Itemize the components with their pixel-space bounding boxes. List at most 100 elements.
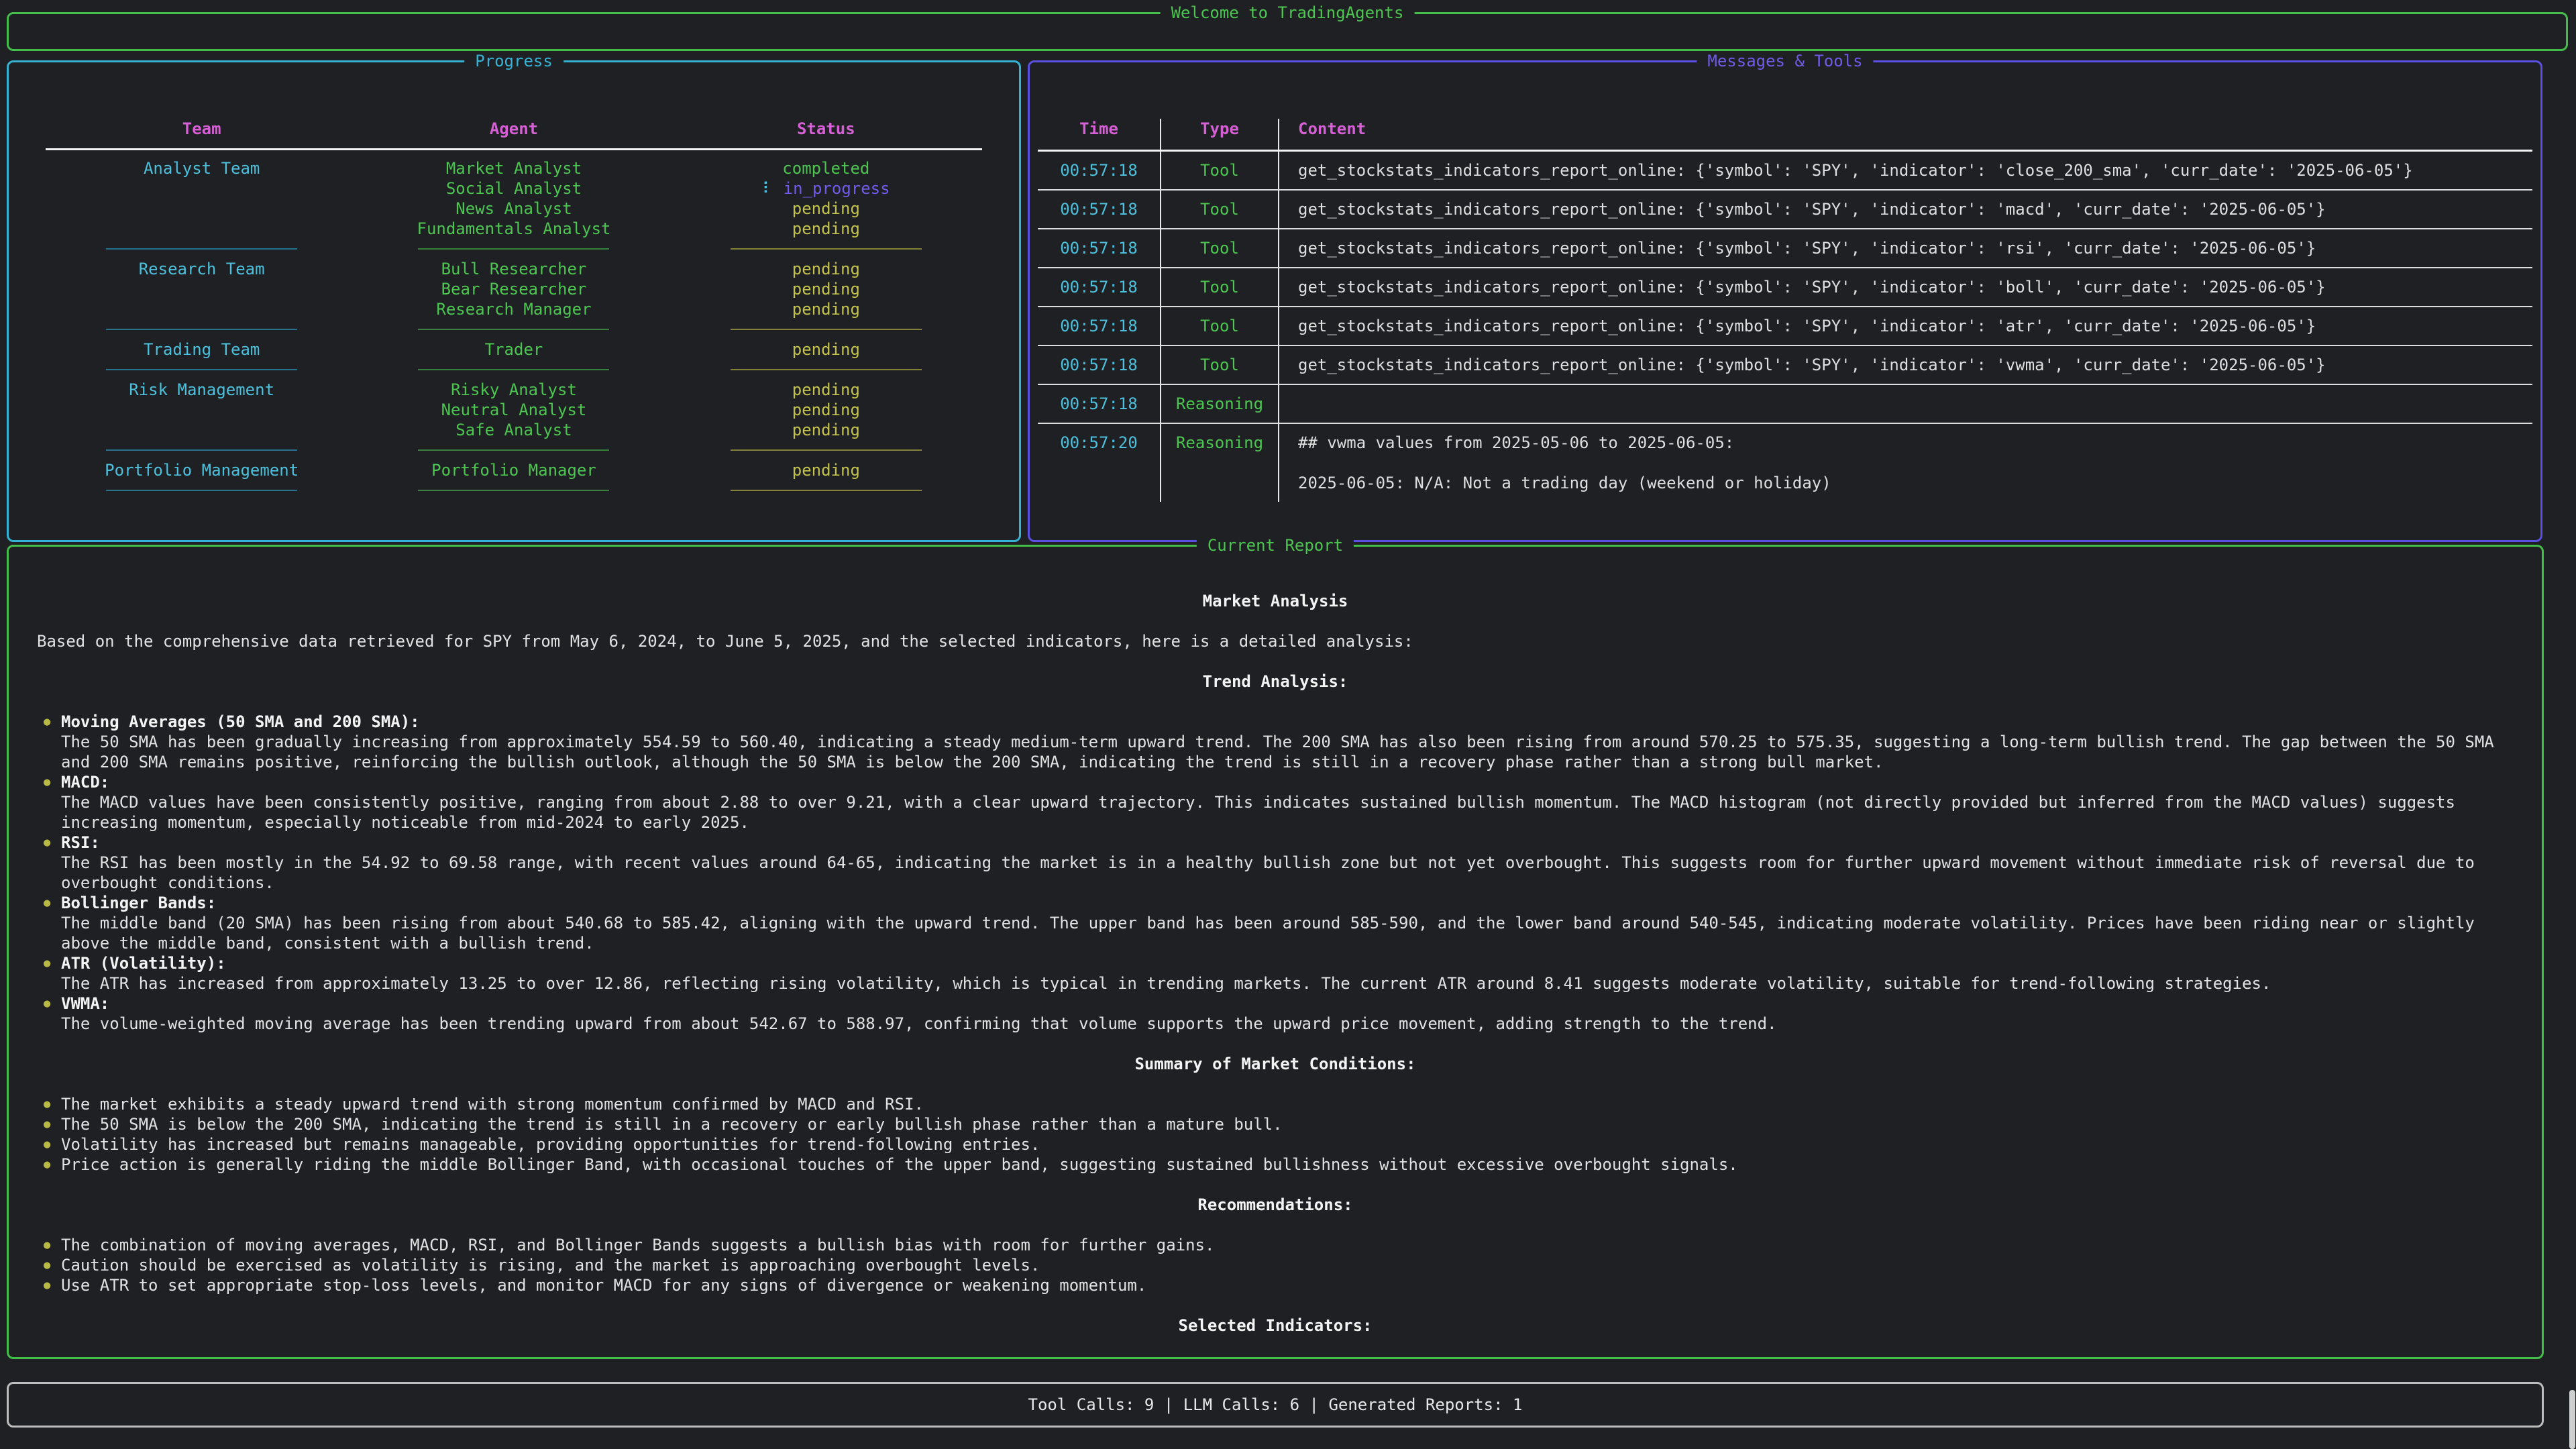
message-type: Tool <box>1160 191 1279 228</box>
messages-table: Time Type Content 00:57:18 Tool get_stoc… <box>1030 62 2540 502</box>
report-bullet: ● Moving Averages (50 SMA and 200 SMA): … <box>37 712 2514 772</box>
progress-rows: Analyst Team Market Analyst ⠇ completed <box>46 158 982 500</box>
messages-tools-panel: Messages & Tools Time Type Content 00:57… <box>1028 51 2542 542</box>
stats-text: Tool Calls: 9 | LLM Calls: 6 | Generated… <box>1028 1395 1523 1414</box>
header-rule <box>46 148 982 150</box>
progress-row: ⠇ <box>46 480 982 500</box>
status-text: pending <box>792 219 860 238</box>
status-text: pending <box>792 260 860 278</box>
bullet-icon: ● <box>44 715 51 729</box>
section-divider <box>46 360 982 380</box>
team-name <box>46 400 358 420</box>
status-text: pending <box>792 421 860 439</box>
bullet-label: VWMA: <box>61 994 110 1013</box>
agent-status: ⠇ pending <box>670 259 982 279</box>
agent-status: ⠇ pending <box>670 460 982 480</box>
messages-tools-title: Messages & Tools <box>1697 51 1874 71</box>
status-divider-line <box>730 248 922 250</box>
bullet-icon: ● <box>44 1258 51 1272</box>
message-type: Tool <box>1160 268 1279 306</box>
team-name: Research Team <box>138 260 265 278</box>
progress-row: Safe Analyst ⠇ pending <box>46 420 982 440</box>
message-type: Tool <box>1160 346 1279 384</box>
column-header-team: Team <box>182 119 221 138</box>
agent-name: Portfolio Manager <box>431 461 596 480</box>
status-text: pending <box>792 300 860 319</box>
message-type: Tool <box>1160 152 1279 189</box>
status-divider-line <box>730 369 922 370</box>
status-text: pending <box>792 380 860 399</box>
section-divider <box>46 440 982 460</box>
bullet-icon: ● <box>44 1118 51 1131</box>
team-divider-line <box>106 490 298 491</box>
bullet-label: RSI: <box>61 833 100 852</box>
report-heading: Trend Analysis: <box>1202 672 1348 691</box>
status-divider-line <box>730 490 922 491</box>
progress-title: Progress <box>464 51 564 71</box>
bullet-label: Bollinger Bands: <box>61 894 217 912</box>
scrollbar-thumb[interactable] <box>2569 1390 2575 1449</box>
bullet-text: The market exhibits a steady upward tren… <box>61 1095 924 1114</box>
message-time: 00:57:18 <box>1060 200 1138 219</box>
bullet-label: Moving Averages (50 SMA and 200 SMA): <box>61 712 420 731</box>
report-section: Based on the comprehensive data retrieve… <box>37 631 2514 651</box>
report-bullet-list: ● The market exhibits a steady upward tr… <box>37 1094 2514 1175</box>
agent-name: Bull Researcher <box>441 260 587 278</box>
current-report-panel: Current Report Market Analysis Based on … <box>7 535 2544 1359</box>
report-section: Market Analysis <box>37 591 2514 611</box>
message-row: 00:57:18 Tool get_stockstats_indicators_… <box>1038 152 2532 191</box>
agent-status: ⠇ pending <box>670 279 982 299</box>
message-row: 00:57:18 Tool get_stockstats_indicators_… <box>1038 268 2532 307</box>
message-content: get_stockstats_indicators_report_online:… <box>1298 278 2326 297</box>
bullet-text: Caution should be exercised as volatilit… <box>61 1256 1040 1275</box>
message-type: Tool <box>1160 307 1279 345</box>
message-time: 00:57:18 <box>1060 161 1138 180</box>
message-type: Reasoning <box>1160 385 1279 423</box>
messages-table-header: Time Type Content <box>1038 119 2532 152</box>
agent-name: Risky Analyst <box>451 380 577 399</box>
progress-row: Research Team Bull Researcher ⠇ pending <box>46 259 982 279</box>
report-section: Selected Indicators: <box>37 1316 2514 1336</box>
message-row: 00:57:18 Tool get_stockstats_indicators_… <box>1038 307 2532 346</box>
message-content: get_stockstats_indicators_report_online:… <box>1298 161 2413 180</box>
bullet-text: The MACD values have been consistently p… <box>61 793 2455 832</box>
report-section: ● The combination of moving averages, MA… <box>37 1235 2514 1295</box>
message-content <box>1279 385 2532 423</box>
column-header-content: Content <box>1298 119 1366 138</box>
agent-status: ⠇ pending <box>670 420 982 440</box>
bullet-label: MACD: <box>61 773 110 792</box>
bullet-icon: ● <box>44 775 51 789</box>
bullet-label: ATR (Volatility): <box>61 954 226 973</box>
report-section: ● The market exhibits a steady upward tr… <box>37 1094 2514 1175</box>
bullet-icon: ● <box>44 1158 51 1171</box>
agent-name: Safe Analyst <box>455 421 572 439</box>
report-bullet: ● Caution should be exercised as volatil… <box>37 1255 2514 1275</box>
report-bullet: ● Use ATR to set appropriate stop-loss l… <box>37 1275 2514 1295</box>
progress-row: ⠇ <box>46 360 982 380</box>
report-section: Summary of Market Conditions: <box>37 1054 2514 1074</box>
messages-rows: 00:57:18 Tool get_stockstats_indicators_… <box>1038 152 2532 502</box>
progress-row: Social Analyst ⠇ in_progress <box>46 178 982 199</box>
bullet-icon: ● <box>44 1279 51 1292</box>
progress-row: ⠇ <box>46 239 982 259</box>
report-section: Recommendations: <box>37 1195 2514 1215</box>
team-name: Trading Team <box>143 340 260 359</box>
report-heading: Selected Indicators: <box>1178 1316 1373 1335</box>
report-bullet: ● MACD: The MACD values have been consis… <box>37 772 2514 833</box>
message-time: 00:57:18 <box>1060 356 1138 374</box>
message-row: 00:57:18 Tool get_stockstats_indicators_… <box>1038 191 2532 229</box>
bullet-icon: ● <box>44 1097 51 1111</box>
report-bullet: ● ATR (Volatility): The ATR has increase… <box>37 953 2514 994</box>
report-paragraph: Based on the comprehensive data retrieve… <box>37 632 1413 651</box>
report-bullet: ● Price action is generally riding the m… <box>37 1155 2514 1175</box>
column-header-time: Time <box>1079 119 1118 138</box>
report-body: Market Analysis Based on the comprehensi… <box>9 547 2542 1336</box>
progress-table-header: Team Agent Status <box>46 119 982 139</box>
team-name: Portfolio Management <box>105 461 299 480</box>
team-name: Analyst Team <box>143 159 260 178</box>
agent-status: ⠇ in_progress <box>670 178 982 199</box>
current-report-title: Current Report <box>1196 535 1354 555</box>
agent-divider-line <box>418 369 610 370</box>
progress-row: Neutral Analyst ⠇ pending <box>46 400 982 420</box>
bullet-text: Price action is generally riding the mid… <box>61 1155 1738 1174</box>
